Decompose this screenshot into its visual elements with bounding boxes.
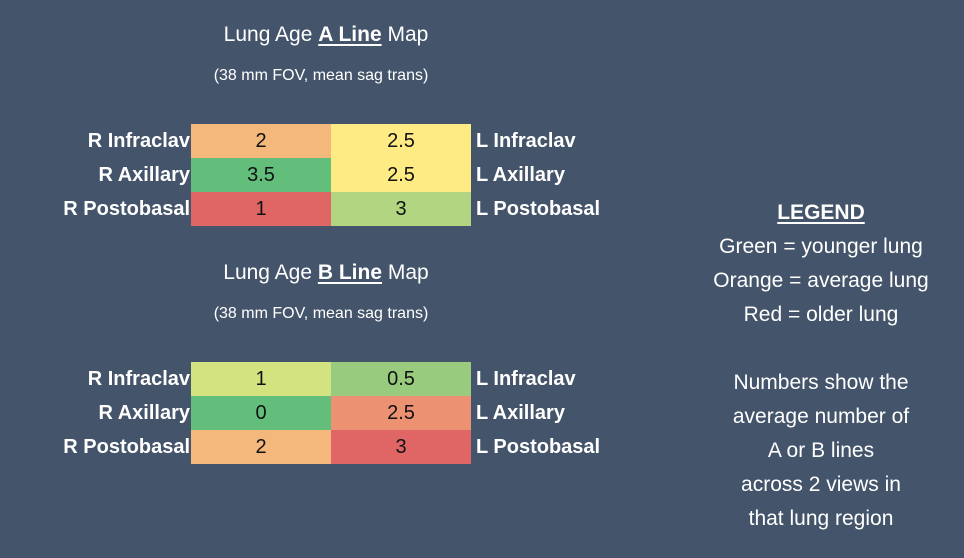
heatmap-cell: 2 bbox=[191, 430, 331, 464]
map-title-line: A Line bbox=[318, 23, 382, 46]
map-title-post: Map bbox=[381, 23, 429, 46]
legend-item-orange: Orange = average lung bbox=[713, 269, 929, 292]
heatmap-cell: 3 bbox=[331, 430, 471, 464]
left-region-label: R Axillary bbox=[98, 402, 190, 424]
heatmap-cell: 0.5 bbox=[331, 362, 471, 396]
legend-note-line: A or B lines bbox=[767, 439, 875, 462]
right-region-label: L Postobasal bbox=[476, 436, 601, 458]
legend-note-line: across 2 views in bbox=[741, 473, 901, 496]
legend-note-line: Numbers show the bbox=[733, 371, 909, 394]
heatmap-cell: 0 bbox=[191, 396, 331, 430]
heatmap-row: R Axillary 0 2.5 L Axillary bbox=[0, 396, 640, 430]
map-title-pre: Lung Age bbox=[223, 23, 319, 46]
right-region-label: L Infraclav bbox=[476, 368, 576, 390]
map-title-pre: Lung Age bbox=[223, 261, 318, 284]
heatmap-cell: 1 bbox=[191, 192, 331, 226]
map-subtitle: (38 mm FOV, mean sag trans) bbox=[213, 67, 429, 84]
map-title: Lung Age A Line Map bbox=[195, 22, 457, 48]
heatmap-cell: 2.5 bbox=[331, 124, 471, 158]
heatmap-cell: 2.5 bbox=[331, 158, 471, 192]
heatmap-row: R Infraclav 2 2.5 L Infraclav bbox=[0, 124, 640, 158]
left-region-label: R Infraclav bbox=[87, 130, 190, 152]
legend-heading: LEGEND bbox=[777, 201, 865, 224]
legend-note-line: that lung region bbox=[748, 507, 894, 530]
map-subtitle: (38 mm FOV, mean sag trans) bbox=[213, 305, 429, 322]
right-region-label: L Axillary bbox=[476, 402, 565, 424]
heatmap-cell: 2 bbox=[191, 124, 331, 158]
heatmap-row: R Infraclav 1 0.5 L Infraclav bbox=[0, 362, 640, 396]
right-region-label: L Axillary bbox=[476, 164, 565, 186]
legend: LEGEND Green = younger lung Orange = ave… bbox=[690, 196, 952, 536]
legend-spacer bbox=[690, 332, 952, 366]
legend-item-red: Red = older lung bbox=[743, 303, 899, 326]
heatmap-cell: 1 bbox=[191, 362, 331, 396]
heatmap-cell: 2.5 bbox=[331, 396, 471, 430]
heatmap-cell: 3 bbox=[331, 192, 471, 226]
left-region-label: R Postobasal bbox=[63, 436, 190, 458]
right-region-label: L Postobasal bbox=[476, 198, 601, 220]
heatmap-row: R Axillary 3.5 2.5 L Axillary bbox=[0, 158, 640, 192]
right-region-label: L Infraclav bbox=[476, 130, 576, 152]
left-region-label: R Axillary bbox=[98, 164, 190, 186]
left-region-label: R Infraclav bbox=[87, 368, 190, 390]
map-title-post: Map bbox=[382, 261, 429, 284]
legend-item-green: Green = younger lung bbox=[719, 235, 923, 258]
heatmap-cell: 3.5 bbox=[191, 158, 331, 192]
left-region-label: R Postobasal bbox=[63, 198, 190, 220]
heatmap-row: R Postobasal 2 3 L Postobasal bbox=[0, 430, 640, 464]
legend-note-line: average number of bbox=[732, 405, 910, 428]
map-title: Lung Age B Line Map bbox=[195, 260, 457, 286]
map-title-line: B Line bbox=[317, 261, 383, 284]
heatmap-row: R Postobasal 1 3 L Postobasal bbox=[0, 192, 640, 226]
